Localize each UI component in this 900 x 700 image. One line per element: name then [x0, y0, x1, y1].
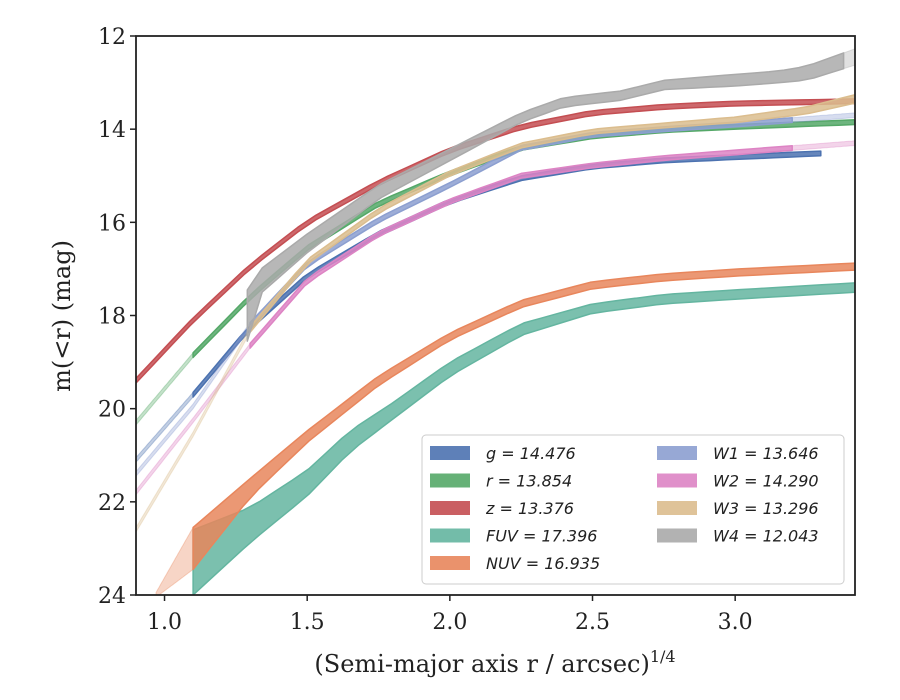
x-axis-label: (Semi-major axis r / arcsec)1/4 — [314, 647, 675, 678]
series-nuv-16-935-band — [192, 262, 855, 571]
series-fuv-17-396 — [192, 282, 855, 595]
y-tick-label: 22 — [98, 491, 126, 516]
legend-label-w1-13-646: W1 = 13.646 — [713, 444, 819, 463]
legend-swatch-w3-13-296 — [657, 501, 697, 515]
legend-label-g-14-476: g = 14.476 — [486, 444, 576, 463]
legend-box — [421, 434, 845, 585]
legend-label-w3-13-296: W3 = 13.296 — [713, 499, 819, 518]
series-layer — [136, 48, 855, 595]
series-w1-13-646-band — [249, 116, 793, 328]
series-w1-13-646-faint-band — [791, 112, 855, 123]
series-w4-12-043-faint-band — [843, 48, 855, 70]
legend-swatch-fuv-17-396 — [430, 528, 470, 543]
series-nuv-16-935 — [155, 262, 855, 595]
ticks-layer: 1.0 1.5 2.0 2.5 3.0 12 14 16 18 20 22 24 — [98, 25, 753, 635]
series-w4-12-043-band — [246, 52, 845, 342]
series-w3-13-296-band — [249, 93, 855, 334]
legend-swatch-r-13-854 — [430, 473, 470, 488]
legend-swatch-w2-14-290 — [657, 473, 697, 488]
legend-swatch-w4-12-043 — [657, 528, 697, 543]
legend-label-r-13-854: r = 13.854 — [486, 472, 572, 491]
x-axis-label-superscript: 1/4 — [650, 647, 676, 666]
series-z-13-376-band — [136, 98, 855, 384]
y-tick-label: 12 — [98, 25, 126, 50]
legend-swatch-z-13-376 — [430, 501, 470, 515]
series-w4-12-043 — [246, 48, 855, 342]
y-tick-label: 14 — [98, 118, 126, 143]
x-tick-label: 1.0 — [147, 610, 182, 635]
y-tick-label: 16 — [98, 211, 126, 236]
legend-label-z-13-376: z = 13.376 — [485, 499, 574, 518]
x-tick-label: 1.5 — [290, 610, 325, 635]
legend-label-nuv-16-935: NUV = 16.935 — [486, 554, 600, 573]
legend-label-fuv-17-396: FUV = 17.396 — [486, 527, 597, 546]
legend-swatch-g-14-476 — [430, 446, 470, 460]
y-axis-label: m(<r) (mag) — [48, 240, 76, 392]
series-w2-14-290 — [136, 140, 855, 496]
y-tick-label: 18 — [98, 305, 126, 330]
series-w2-14-290-faint-band — [791, 140, 855, 151]
legend-label-w4-12-043: W4 = 12.043 — [713, 527, 819, 546]
legend: g = 14.476 r = 13.854 z = 13.376 FUV = 17.3… — [421, 434, 845, 585]
series-z-13-376 — [136, 98, 855, 384]
y-tick-label: 20 — [98, 398, 126, 423]
x-tick-label: 3.0 — [718, 610, 753, 635]
legend-swatch-nuv-16-935 — [430, 556, 470, 570]
x-tick-label: 2.0 — [432, 610, 467, 635]
y-tick-label: 24 — [98, 584, 126, 609]
legend-label-w2-14-290: W2 = 14.290 — [713, 472, 819, 491]
series-fuv-17-396-band — [192, 282, 855, 595]
series-w2-14-290-band — [249, 144, 793, 349]
x-tick-label: 2.5 — [575, 610, 610, 635]
legend-swatch-w1-13-646 — [657, 446, 697, 460]
